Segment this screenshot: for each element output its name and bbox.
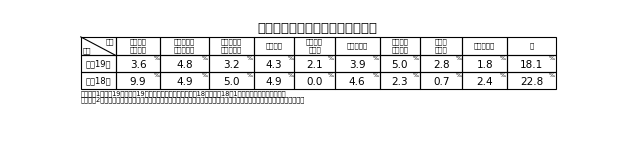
Bar (379, 55, 420, 72)
Bar (254, 37, 294, 55)
Text: 正社員
の解雇: 正社員 の解雇 (435, 39, 448, 54)
Bar (463, 37, 507, 55)
Text: 2.3: 2.3 (392, 77, 408, 87)
Text: 採用の停
止・抑制: 採用の停 止・抑制 (129, 39, 147, 54)
Text: 一時休業
・休業: 一時休業 ・休業 (306, 39, 323, 54)
Bar (81, 37, 116, 55)
Bar (294, 37, 335, 55)
Text: %: % (413, 56, 419, 61)
Bar (209, 55, 254, 72)
Text: %: % (153, 56, 159, 61)
Text: 区分: 区分 (82, 48, 91, 54)
Text: 平成18年: 平成18年 (85, 76, 111, 85)
Text: %: % (247, 73, 253, 78)
Text: %: % (328, 73, 333, 78)
Text: %: % (373, 73, 378, 78)
Text: 4.9: 4.9 (176, 77, 193, 87)
Text: 賃金カット: 賃金カット (474, 43, 496, 49)
Text: （注）　1　平成19年は平成19年１月以降の実施状況、平成18年は平成18年1月以降の実施状況である。: （注） 1 平成19年は平成19年１月以降の実施状況、平成18年は平成18年1月… (81, 91, 286, 97)
Text: 3.6: 3.6 (130, 60, 147, 70)
Text: %: % (287, 73, 293, 78)
Bar (160, 72, 209, 89)
Text: 5.0: 5.0 (392, 60, 408, 70)
Text: %: % (247, 56, 253, 61)
Text: 2.4: 2.4 (476, 77, 493, 87)
Text: %: % (373, 56, 378, 61)
Bar (335, 55, 379, 72)
Text: 平成19年: 平成19年 (86, 59, 111, 68)
Text: 計: 計 (529, 43, 533, 49)
Text: %: % (455, 73, 461, 78)
Bar (81, 55, 116, 72)
Bar (294, 55, 335, 72)
Text: 民間における雇用調整の実施状況: 民間における雇用調整の実施状況 (258, 22, 378, 35)
Bar (335, 37, 379, 55)
Text: 18.1: 18.1 (520, 60, 543, 70)
Bar (116, 72, 160, 89)
Text: %: % (455, 56, 461, 61)
Text: 2　雇用調整の有無を項目別に調査（各項目は重複回答）。計欄は何らかの雇用調整を行った事業所の割合である。: 2 雇用調整の有無を項目別に調査（各項目は重複回答）。計欄は何らかの雇用調整を行… (81, 96, 305, 103)
Text: 0.0: 0.0 (306, 77, 323, 87)
Bar (81, 72, 116, 89)
Text: %: % (500, 56, 506, 61)
Text: 管理・派遣
社員へ転換: 管理・派遣 社員へ転換 (220, 39, 242, 54)
Text: %: % (328, 56, 333, 61)
Text: 2.8: 2.8 (433, 60, 450, 70)
Text: %: % (548, 73, 555, 78)
Text: 3.2: 3.2 (223, 60, 240, 70)
Text: 9.9: 9.9 (130, 77, 147, 87)
Bar (463, 72, 507, 89)
Bar (294, 72, 335, 89)
Text: 4.3: 4.3 (266, 60, 283, 70)
Text: 部門整理・
部門間配転: 部門整理・ 部門間配転 (174, 39, 195, 54)
Text: %: % (548, 56, 555, 61)
Bar (507, 72, 556, 89)
Bar (463, 55, 507, 72)
Text: %: % (287, 56, 293, 61)
Bar (420, 55, 463, 72)
Text: 3.9: 3.9 (349, 60, 366, 70)
Text: 5.0: 5.0 (223, 77, 240, 87)
Text: 希望退職
者の募集: 希望退職 者の募集 (391, 39, 409, 54)
Bar (507, 37, 556, 55)
Bar (209, 72, 254, 89)
Text: 4.9: 4.9 (266, 77, 283, 87)
Text: 2.1: 2.1 (306, 60, 323, 70)
Text: %: % (202, 73, 208, 78)
Text: %: % (202, 56, 208, 61)
Text: 1.8: 1.8 (476, 60, 493, 70)
Text: 4.6: 4.6 (349, 77, 366, 87)
Text: 22.8: 22.8 (520, 77, 543, 87)
Text: 0.7: 0.7 (433, 77, 450, 87)
Text: %: % (413, 73, 419, 78)
Bar (335, 72, 379, 89)
Bar (420, 37, 463, 55)
Bar (116, 37, 160, 55)
Text: 残業の規制: 残業の規制 (347, 43, 368, 49)
Text: 4.8: 4.8 (176, 60, 193, 70)
Text: %: % (500, 73, 506, 78)
Bar (379, 37, 420, 55)
Bar (420, 72, 463, 89)
Bar (254, 55, 294, 72)
Text: %: % (153, 73, 159, 78)
Bar (160, 55, 209, 72)
Bar (160, 37, 209, 55)
Bar (507, 55, 556, 72)
Text: 項目: 項目 (106, 38, 114, 45)
Bar (116, 55, 160, 72)
Bar (379, 72, 420, 89)
Text: 転籍出向: 転籍出向 (266, 43, 283, 49)
Bar (209, 37, 254, 55)
Bar (254, 72, 294, 89)
